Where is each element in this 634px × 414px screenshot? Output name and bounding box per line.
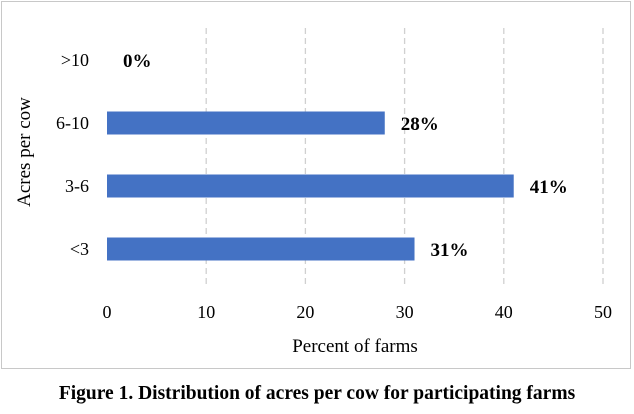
data-label: 41%	[530, 177, 568, 198]
data-labels: 0% 28% 41% 31%	[123, 51, 568, 261]
bar-chart: 0% 28% 41% 31% >10 6-10 3-6 <3 0 10 20 30 40 50 Per…	[14, 28, 613, 357]
y-axis-title: Acres per cow	[14, 97, 35, 207]
data-label: 28%	[401, 114, 439, 135]
category-label: <3	[70, 239, 89, 259]
x-tick-labels: 0 10 20 30 40 50	[103, 302, 613, 322]
category-label: >10	[61, 50, 89, 70]
x-tick-label: 40	[495, 302, 513, 322]
x-tick-label: 50	[594, 302, 612, 322]
x-tick-label: 30	[396, 302, 414, 322]
bar-3	[107, 237, 415, 261]
category-labels: >10 6-10 3-6 <3	[56, 50, 89, 259]
category-label: 3-6	[65, 176, 89, 196]
x-tick-label: 20	[296, 302, 314, 322]
bar-2	[107, 174, 514, 198]
data-label: 31%	[431, 240, 469, 261]
x-tick-label: 10	[197, 302, 215, 322]
x-tick-label: 0	[103, 302, 112, 322]
figure-caption: Figure 1. Distribution of acres per cow …	[58, 383, 576, 404]
gridlines	[205, 28, 604, 288]
bar-1	[107, 111, 385, 135]
x-axis-title: Percent of farms	[292, 336, 418, 357]
bars	[107, 111, 514, 261]
category-label: 6-10	[56, 113, 89, 133]
data-label: 0%	[123, 51, 152, 72]
